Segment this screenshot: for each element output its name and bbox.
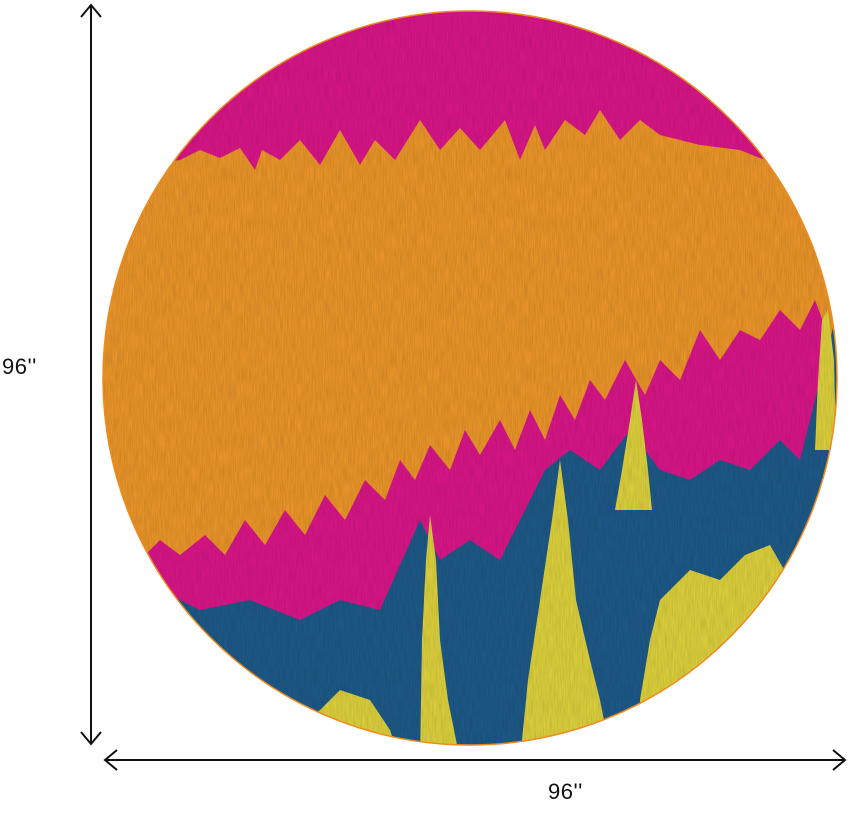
width-dimension-arrow — [103, 749, 847, 771]
arrowhead-left-icon — [103, 749, 118, 771]
height-dimension-arrow — [80, 3, 102, 746]
height-dimension-label: 96'' — [2, 354, 37, 379]
arrowhead-right-icon — [832, 749, 847, 771]
arrowhead-up-icon — [80, 3, 102, 18]
round-rug-image — [103, 11, 837, 745]
rug-texture-overlay — [103, 11, 837, 745]
arrowhead-down-icon — [80, 731, 102, 746]
width-dimension-label: 96'' — [548, 779, 583, 804]
rug-edge — [102, 10, 838, 746]
